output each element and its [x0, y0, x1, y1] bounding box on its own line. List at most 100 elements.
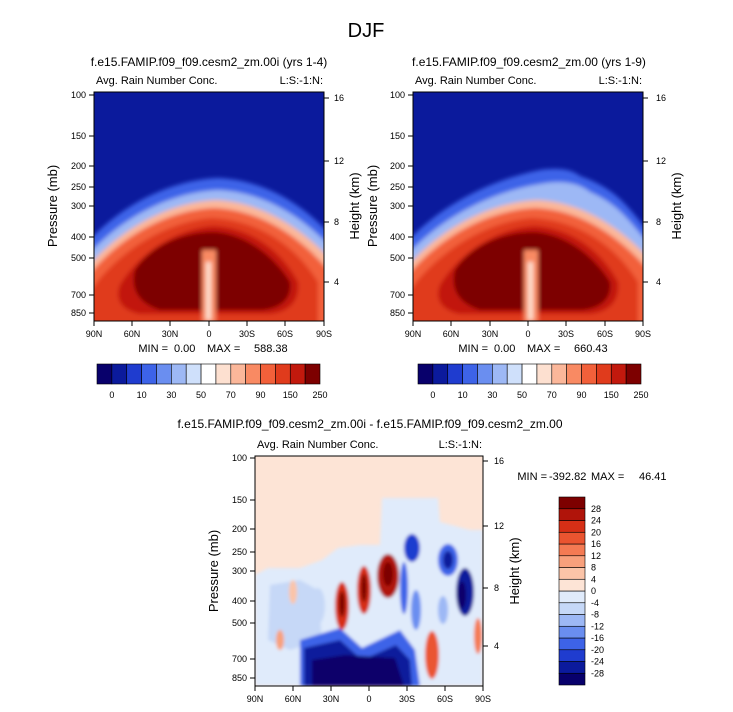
- colorbar-label: 150: [604, 390, 619, 400]
- panel-3-y-axis-right-label: Height (km): [507, 537, 522, 604]
- colorbar-label: -16: [591, 633, 604, 643]
- panel-2-x-axis: 90N 60N 30N 0 30S 60S 90S: [405, 321, 651, 339]
- colorbar-label: -8: [591, 610, 599, 620]
- panel-1-y-tick: 200: [71, 161, 86, 171]
- panel-2-max-value: 660.43: [574, 343, 608, 355]
- colorbar-swatch: [558, 625, 586, 639]
- colorbar-swatch: [558, 602, 586, 615]
- panel-2-min-value: 0.00: [494, 343, 515, 355]
- panel-2-min-label: MIN =: [458, 343, 488, 355]
- panel-2-x-tick: 30S: [558, 329, 574, 339]
- colorbar-label: 16: [591, 539, 601, 549]
- panel-2-height-tick: 16: [656, 93, 666, 103]
- panel-1: f.e15.FAMIP.f09_f09.cesm2_zm.00i (yrs 1-…: [45, 55, 362, 400]
- colorbar-label: 70: [226, 390, 236, 400]
- panel-3-x-tick: 60S: [437, 694, 453, 704]
- colorbar-label: 0: [591, 586, 596, 596]
- panel-2-y-axis-label: Pressure (mb): [365, 165, 380, 247]
- panel-3-x-tick: 0: [366, 694, 371, 704]
- panel-2-height-tick: 12: [656, 156, 666, 166]
- panel-3-contour-field: [255, 456, 483, 686]
- panel-2-contour-field: [413, 92, 643, 321]
- colorbar-swatch: [521, 363, 538, 385]
- panel-1-max-label: MAX =: [207, 343, 240, 355]
- colorbar-swatch: [171, 363, 187, 385]
- colorbar-label: 50: [517, 390, 527, 400]
- colorbar-swatch: [625, 363, 642, 385]
- colorbar-label: 30: [166, 390, 176, 400]
- panel-1-y-tick: 500: [71, 253, 86, 263]
- colorbar-swatch: [558, 520, 586, 533]
- panel-3-y-axis-right: 16 12 8 4 Height (km): [483, 456, 522, 651]
- colorbar-label: 50: [196, 390, 206, 400]
- panel-1-y-axis-label: Pressure (mb): [45, 165, 60, 247]
- colorbar-swatch: [477, 363, 493, 385]
- panel-2-variable-label: Avg. Rain Number Conc.: [415, 75, 536, 87]
- colorbar-swatch: [558, 661, 586, 674]
- colorbar-label: 250: [633, 390, 648, 400]
- colorbar-swatch: [260, 363, 276, 385]
- panel-1-x-tick: 30N: [162, 329, 179, 339]
- panel-2-code-label: L:S:-1:N:: [599, 75, 642, 87]
- panel-2-y-tick: 700: [390, 290, 405, 300]
- panel-1-y-tick: 250: [71, 182, 86, 192]
- colorbar-label: 4: [591, 574, 596, 584]
- colorbar-swatch: [558, 637, 586, 651]
- colorbar-swatch: [558, 614, 586, 627]
- panel-1-code-label: L:S:-1:N:: [280, 75, 323, 87]
- panel-1-height-tick: 8: [334, 217, 339, 227]
- colorbar-swatch: [304, 363, 321, 385]
- panel-3-height-tick: 8: [494, 583, 499, 593]
- colorbar-label: 250: [312, 390, 327, 400]
- colorbar-swatch: [558, 508, 586, 521]
- panel-2-x-tick: 60S: [597, 329, 613, 339]
- colorbar-swatch: [432, 363, 449, 385]
- colorbar-swatch: [215, 363, 232, 385]
- colorbar-label: 10: [137, 390, 147, 400]
- panel-3-min-max: MIN = -392.82 MAX = 46.41: [517, 471, 666, 483]
- colorbar-swatch: [185, 363, 202, 385]
- panel-3-x-axis: 90N 60N 30N 0 30S 60S 90S: [247, 686, 491, 704]
- panel-3-x-tick: 30S: [399, 694, 415, 704]
- panel-3-y-tick: 850: [232, 673, 247, 683]
- colorbar-label: 0: [430, 390, 435, 400]
- panel-1-y-tick: 400: [71, 232, 86, 242]
- panel-1-y-tick: 300: [71, 201, 86, 211]
- colorbar-swatch: [245, 363, 261, 385]
- panel-3-x-tick: 90S: [475, 694, 491, 704]
- colorbar-swatch: [230, 363, 246, 385]
- colorbar-label: -12: [591, 621, 604, 631]
- colorbar-label: 10: [458, 390, 468, 400]
- colorbar-swatch: [156, 363, 172, 385]
- panel-1-y-tick: 150: [71, 131, 86, 141]
- panel-3-variable-label: Avg. Rain Number Conc.: [257, 439, 378, 451]
- panel-3-y-tick: 150: [232, 495, 247, 505]
- panel-3: f.e15.FAMIP.f09_f09.cesm2_zm.00i - f.e15…: [177, 417, 666, 704]
- panel-1-min-label: MIN =: [138, 343, 168, 355]
- colorbar-swatch: [126, 363, 142, 385]
- panel-1-y-tick: 100: [71, 90, 86, 100]
- panel-1-y-tick: 850: [71, 308, 86, 318]
- panel-2-height-tick: 4: [656, 277, 661, 287]
- colorbar-swatch: [141, 363, 157, 385]
- figure-title: DJF: [348, 20, 385, 42]
- colorbar-swatch: [558, 531, 586, 545]
- panel-1-height-tick: 4: [334, 277, 339, 287]
- colorbar-label: 24: [591, 516, 601, 526]
- panel-3-title: f.e15.FAMIP.f09_f09.cesm2_zm.00i - f.e15…: [177, 417, 562, 431]
- panel-3-y-axis: 100 150 200 250 300 400 500 700 850 Pres…: [206, 453, 255, 683]
- panel-2-y-tick: 200: [390, 161, 405, 171]
- colorbar-label: 28: [591, 504, 601, 514]
- colorbar-swatch: [551, 363, 567, 385]
- colorbar-swatch: [111, 363, 128, 385]
- panel-3-min-label: MIN =: [517, 471, 547, 483]
- panel-1-x-tick: 60N: [124, 329, 141, 339]
- panel-1-colorbar: 0 10 30 50 70 90 150 250: [96, 363, 328, 400]
- colorbar-swatch: [536, 363, 553, 385]
- colorbar-swatch: [558, 555, 586, 568]
- panel-2-height-tick: 8: [656, 217, 661, 227]
- panel-3-height-tick: 16: [494, 456, 504, 466]
- colorbar-swatch: [558, 672, 586, 686]
- panel-3-height-tick: 4: [494, 641, 499, 651]
